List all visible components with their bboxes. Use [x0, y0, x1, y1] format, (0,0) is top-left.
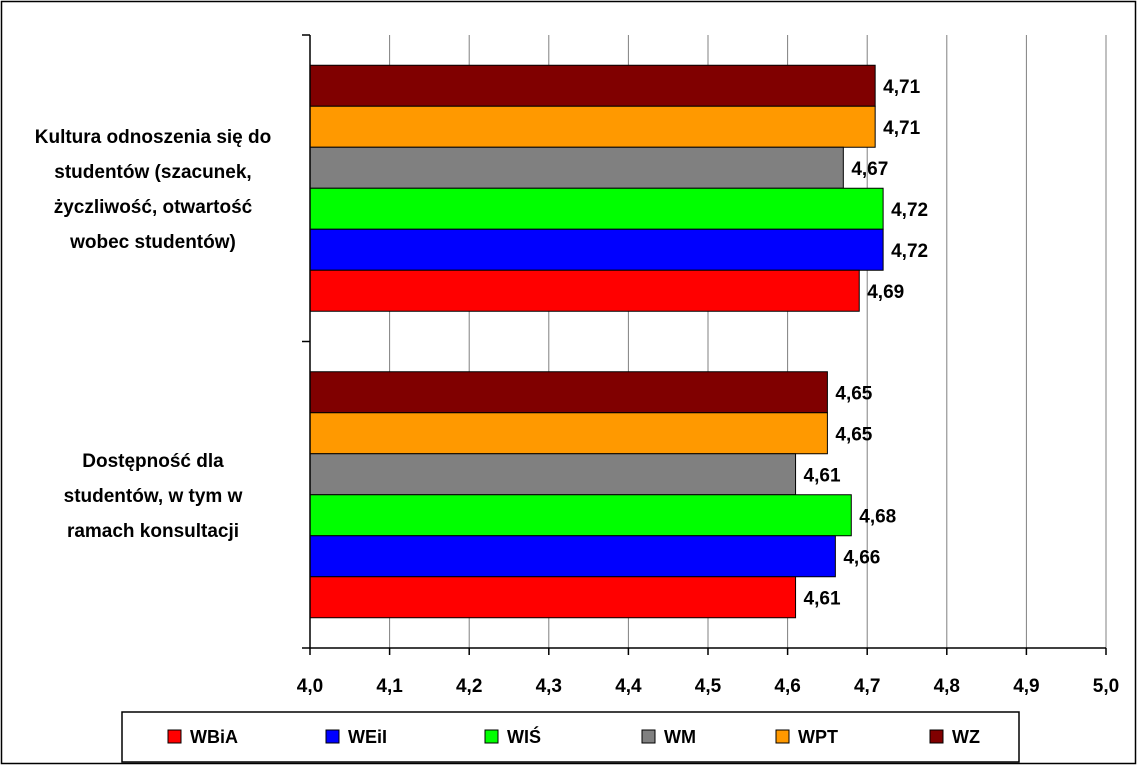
bar-wiś-1 [309, 187, 884, 230]
legend-label-weii: WEiI [348, 727, 387, 747]
data-label: 4,68 [859, 506, 896, 527]
data-label: 4,72 [891, 200, 928, 221]
category-labels: Kultura odnoszenia się do studentów (szac… [35, 127, 271, 542]
x-tick-label: 4,0 [297, 676, 323, 697]
legend-swatch-wm [641, 729, 656, 744]
x-tick-label: 5,0 [1093, 676, 1119, 697]
legend-label-wz: WZ [952, 727, 980, 747]
x-tick-label: 4,2 [456, 676, 482, 697]
category-label: Kultura odnoszenia się do studentów (szac… [35, 127, 271, 253]
bar-wm-1 [309, 146, 844, 189]
data-label: 4,71 [883, 77, 920, 98]
bar-wiś-2 [309, 494, 852, 537]
bar-wm-2 [309, 453, 797, 496]
x-tick-label: 4,1 [376, 676, 403, 697]
bar-weii-1 [309, 228, 884, 271]
data-label: 4,65 [835, 383, 872, 404]
data-label: 4,67 [851, 159, 888, 180]
legend: WBiA WEiI WIŚ WM WPT WZ [121, 711, 1020, 763]
x-tick-label: 4,7 [854, 676, 880, 697]
data-label: 4,65 [835, 424, 872, 445]
legend-swatch-wpt [775, 729, 790, 744]
bar-wz-1 [309, 64, 876, 107]
bar-wbia-2 [309, 576, 797, 619]
bar-wpt-2 [309, 412, 828, 455]
legend-swatch-wbia [167, 729, 182, 744]
data-label: 4,61 [804, 465, 841, 486]
x-tick-label: 4,5 [695, 676, 722, 697]
category-label: Dostępność dla studentów, w tym w ramach k… [64, 451, 243, 542]
data-labels: 4,714,714,674,724,724,694,654,654,614,68… [804, 77, 929, 610]
data-label: 4,66 [843, 547, 880, 568]
data-label: 4,71 [883, 118, 920, 139]
legend-box [121, 711, 1020, 763]
axes: 4,0 4,1 4,2 4,3 4,4 4,5 4,6 4,7 4,8 4,9 5,0 [297, 34, 1119, 697]
bar-wz-2 [309, 371, 828, 414]
x-tick-label: 4,4 [615, 676, 642, 697]
x-tick-label: 4,9 [1013, 676, 1039, 697]
legend-label-wpt: WPT [798, 727, 838, 747]
bar-wpt-1 [309, 105, 876, 148]
data-label: 4,61 [804, 588, 841, 609]
data-label: 4,69 [867, 282, 904, 303]
data-label: 4,72 [891, 241, 928, 262]
legend-label-wiś: WIŚ [507, 726, 541, 747]
bar-wbia-1 [309, 269, 860, 312]
bar-weii-2 [309, 535, 836, 578]
legend-label-wm: WM [664, 727, 696, 747]
x-tick-label: 4,8 [934, 676, 960, 697]
x-tick-label: 4,3 [536, 676, 562, 697]
legend-swatch-wz [929, 729, 944, 744]
legend-swatch-weii [325, 729, 340, 744]
legend-swatch-wiś [484, 729, 499, 744]
bars [309, 64, 884, 619]
x-tick-label: 4,6 [774, 676, 800, 697]
legend-label-wbia: WBiA [190, 727, 238, 747]
